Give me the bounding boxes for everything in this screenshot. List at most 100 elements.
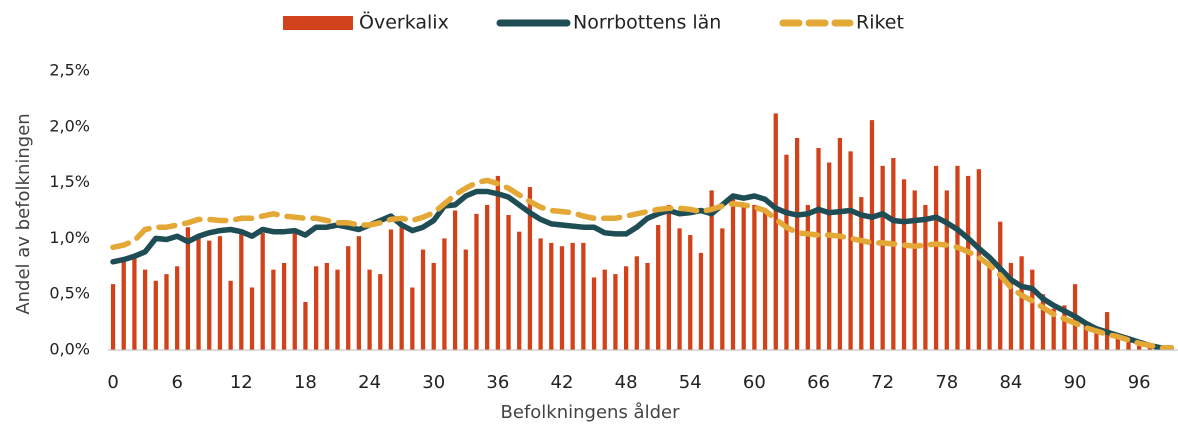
bar	[923, 204, 928, 350]
bar	[1040, 294, 1046, 350]
y-tick-label: 1,0%	[49, 228, 90, 247]
bar	[912, 190, 917, 350]
y-tick-label: 1,5%	[49, 172, 90, 191]
x-tick-label: 18	[294, 372, 317, 393]
bar	[1147, 346, 1153, 350]
bar	[538, 238, 543, 350]
line	[110, 188, 1175, 351]
bar	[506, 214, 511, 350]
x-tick-label: 12	[230, 372, 253, 393]
bar	[164, 274, 169, 350]
bar	[1019, 256, 1024, 350]
y-axis-label: Andel av befolkningen	[13, 113, 34, 314]
y-tick-label: 0,0%	[49, 340, 90, 359]
bar	[613, 274, 618, 350]
bar	[666, 204, 672, 350]
bar	[1051, 308, 1056, 350]
bar	[410, 287, 415, 350]
bar	[752, 204, 757, 350]
bar	[859, 197, 864, 350]
y-tick-label: 2,0%	[49, 116, 90, 135]
bar	[452, 210, 458, 350]
bar	[356, 236, 362, 350]
bar	[474, 213, 479, 350]
bar	[966, 175, 971, 350]
x-tick-label: 30	[422, 372, 445, 393]
bar	[987, 266, 992, 350]
x-tick-label: 54	[679, 372, 702, 393]
x-tick-label: 78	[935, 372, 958, 393]
legend-label: Riket	[856, 12, 904, 34]
bar	[1137, 343, 1142, 350]
bar	[1126, 336, 1131, 350]
bar	[175, 266, 180, 350]
bar	[324, 262, 329, 350]
bar	[827, 162, 832, 350]
bar	[1008, 262, 1014, 350]
bar	[634, 256, 639, 350]
bar	[485, 204, 490, 350]
x-tick-label: 66	[807, 372, 830, 393]
bar	[795, 137, 800, 350]
bar	[271, 269, 276, 350]
bar	[110, 284, 116, 350]
bar	[837, 137, 843, 350]
bar	[944, 190, 949, 350]
bar	[1115, 333, 1120, 350]
bar	[292, 232, 297, 350]
y-tick-label: 2,5%	[49, 61, 90, 80]
bar	[709, 190, 714, 350]
bar	[741, 204, 746, 350]
bar	[153, 280, 158, 350]
bar	[762, 210, 768, 350]
bar	[378, 274, 383, 350]
bar	[142, 269, 148, 350]
bar	[688, 235, 693, 350]
bar	[367, 269, 372, 350]
bar	[891, 158, 896, 350]
x-tick-label: 72	[871, 372, 894, 393]
bar	[848, 151, 853, 350]
bar	[677, 228, 682, 350]
bar	[388, 229, 394, 350]
bar	[517, 231, 522, 350]
bar	[623, 266, 629, 350]
bar	[784, 154, 789, 350]
bar	[933, 165, 939, 350]
bar	[869, 120, 875, 350]
bar	[239, 232, 244, 350]
bar	[1062, 305, 1067, 350]
bar	[463, 249, 468, 350]
bar	[335, 269, 340, 350]
line	[110, 177, 1175, 351]
bar	[805, 204, 810, 350]
bar	[228, 280, 233, 350]
x-tick-label: 24	[358, 372, 381, 393]
bar	[431, 262, 436, 350]
x-tick-label: 36	[486, 372, 509, 393]
bar	[313, 266, 319, 350]
bar	[698, 252, 704, 350]
bar	[591, 277, 597, 350]
bar	[816, 148, 821, 350]
bar	[303, 302, 308, 350]
x-axis-label: Befolkningens ålder	[501, 402, 681, 423]
x-tick-label: 60	[743, 372, 766, 393]
bar	[730, 197, 736, 350]
x-tick-label: 96	[1128, 372, 1151, 393]
bar	[132, 257, 137, 350]
bar	[1094, 328, 1099, 350]
bar	[570, 242, 575, 350]
bar	[773, 113, 778, 351]
bar	[880, 165, 885, 350]
bar	[399, 227, 404, 350]
bar	[720, 228, 725, 350]
bar	[249, 287, 255, 350]
y-tick-label: 0,5%	[49, 284, 90, 303]
bar	[121, 260, 126, 350]
x-tick-label: 0	[107, 372, 118, 393]
legend-swatch	[283, 16, 353, 30]
bar	[527, 187, 533, 350]
bar	[656, 225, 661, 350]
